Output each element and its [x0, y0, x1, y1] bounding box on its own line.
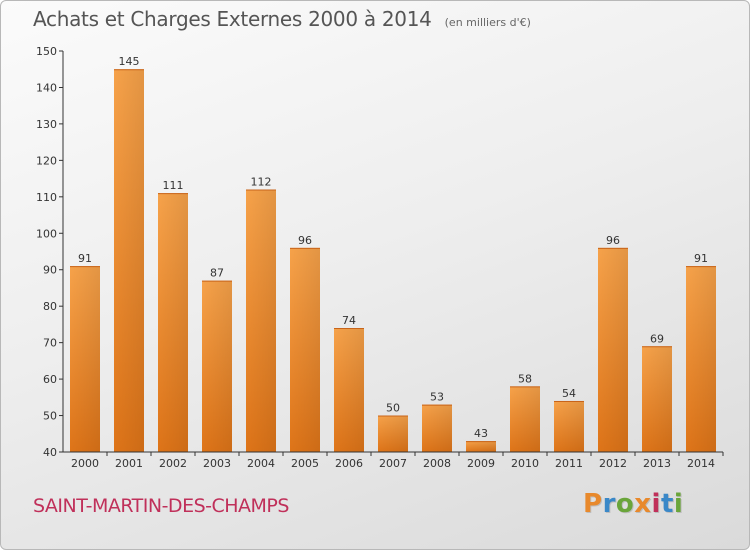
x-tick-label: 2005 [291, 457, 319, 470]
bar-value-label: 87 [210, 267, 224, 280]
bar-shade [246, 189, 276, 452]
bar-value-label: 50 [386, 402, 400, 415]
bar-shade [334, 328, 364, 452]
x-tick-label: 2004 [247, 457, 275, 470]
y-tick-label: 120 [36, 154, 57, 167]
x-tick-label: 2001 [115, 457, 143, 470]
x-tick-label: 2002 [159, 457, 187, 470]
x-axis: 2000 2001 2002 2003 2004 2005 2006 2007 2008 2009… [63, 451, 724, 470]
x-tick-label: 2012 [599, 457, 627, 470]
bar-value-label: 69 [650, 332, 664, 345]
x-tick-label: 2000 [71, 457, 99, 470]
bar-shade [598, 247, 628, 452]
y-tick-label: 60 [43, 373, 57, 386]
y-tick-label: 80 [43, 300, 57, 313]
bar-shade [466, 441, 496, 452]
y-tick-label: 140 [36, 81, 57, 94]
logo-letter: o [615, 489, 635, 519]
bar-value-label: 96 [606, 234, 620, 247]
bar-value-label: 111 [163, 179, 184, 192]
y-tick-label: 90 [43, 264, 57, 277]
bar-shade [378, 415, 408, 452]
bar-value-label: 74 [342, 314, 356, 327]
bar-shade [510, 386, 540, 452]
chart-subtitle: (en milliers d'€) [444, 16, 531, 29]
commune-name: SAINT-MARTIN-DES-CHAMPS [33, 495, 289, 517]
y-tick-label: 40 [43, 446, 57, 459]
y-tick-label: 70 [43, 337, 57, 350]
bars-group: 91 145 111 87 112 96 74 50 53 43 58 54 96 69 91 [70, 55, 716, 453]
bar-value-label: 43 [474, 427, 488, 440]
logo-letter: i [673, 489, 684, 519]
bar-shade [202, 280, 232, 452]
x-tick-label: 2010 [511, 457, 539, 470]
logo-letter: x [634, 489, 652, 519]
bar-value-label: 53 [430, 391, 444, 404]
bar-value-label: 58 [518, 372, 532, 385]
x-tick-label: 2013 [643, 457, 671, 470]
bar-value-label: 112 [251, 176, 272, 189]
bar-shade [158, 193, 188, 452]
bar-value-label: 91 [78, 252, 92, 265]
x-tick-label: 2009 [467, 457, 495, 470]
logo-letter: t [660, 489, 674, 519]
bar-value-label: 54 [562, 387, 576, 400]
x-tick-label: 2007 [379, 457, 407, 470]
y-axis: 40 50 60 70 80 90 100 110 120 130 140 150 [36, 45, 64, 459]
bar-shade [114, 69, 144, 453]
y-tick-label: 130 [36, 118, 57, 131]
x-tick-label: 2011 [555, 457, 583, 470]
bar-shade [422, 404, 452, 452]
logo-letter: P [583, 489, 603, 519]
bar-value-label: 145 [119, 55, 140, 68]
proxiti-logo: Proxiti [583, 489, 683, 519]
chart-title: Achats et Charges Externes 2000 à 2014 [33, 7, 432, 31]
x-tick-label: 2014 [687, 457, 715, 470]
bar-shade [642, 346, 672, 452]
logo-letter: r [602, 489, 616, 519]
bar-value-label: 96 [298, 234, 312, 247]
x-tick-label: 2003 [203, 457, 231, 470]
x-tick-label: 2008 [423, 457, 451, 470]
bar-shade [290, 247, 320, 452]
logo-letter: i [651, 489, 661, 519]
chart-header: Achats et Charges Externes 2000 à 2014 (… [33, 7, 531, 31]
y-tick-label: 50 [43, 410, 57, 423]
bar-shade [70, 266, 100, 452]
y-tick-label: 100 [36, 227, 57, 240]
bar-shade [686, 266, 716, 452]
y-tick-label: 150 [36, 45, 57, 58]
bar-shade [554, 400, 584, 452]
y-tick-label: 110 [36, 191, 57, 204]
bar-value-label: 91 [694, 252, 708, 265]
x-tick-label: 2006 [335, 457, 363, 470]
